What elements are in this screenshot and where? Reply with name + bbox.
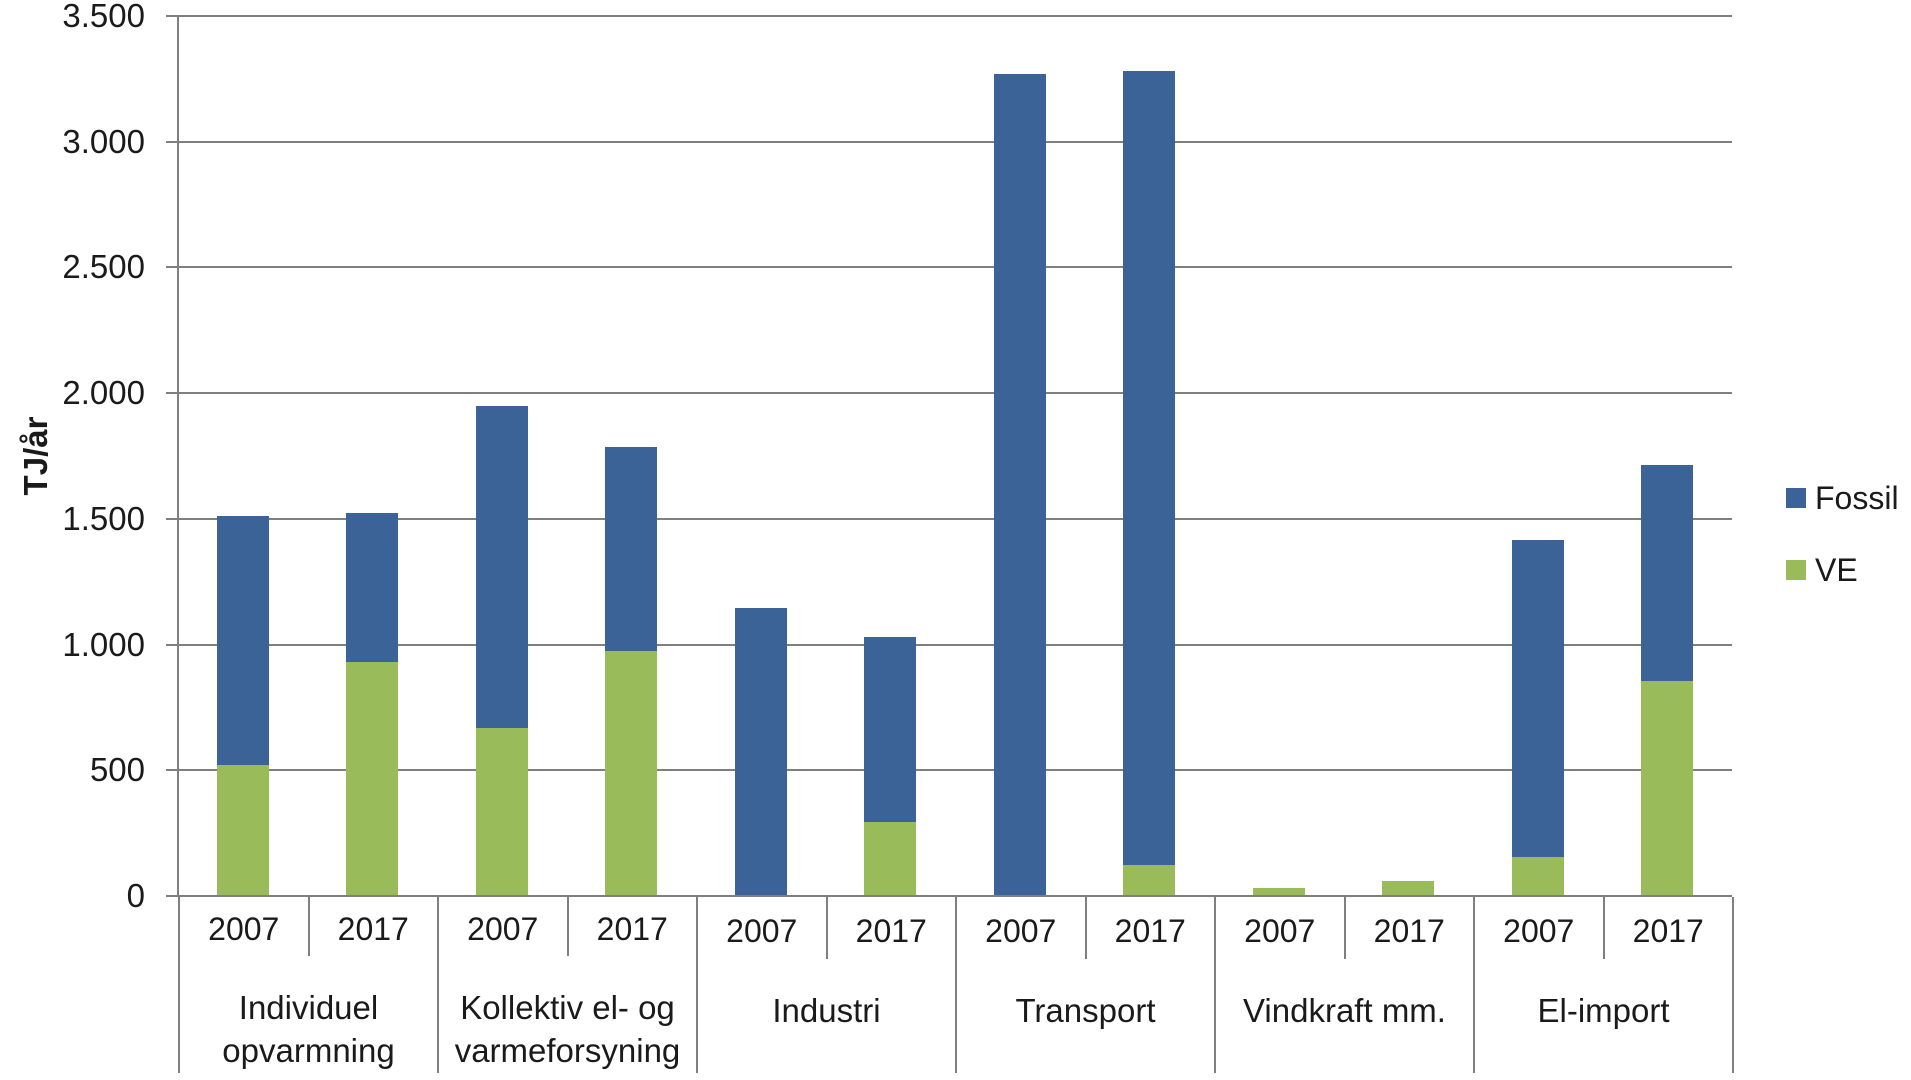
bar-segment-fossil-transport-2017 [1123, 71, 1176, 865]
category-group-el-import: 2007 2017 El-import [1475, 897, 1734, 1073]
x-year-label: 2017 [1343, 897, 1474, 959]
x-year-label: 2007 [985, 912, 1057, 949]
x-year-label: 2007 [1244, 912, 1316, 949]
x-group-label: Vindkraft mm. [1243, 992, 1446, 1029]
category-group-vindkraft-mm: 2007 2017 Vindkraft mm. [1216, 897, 1475, 1073]
bar-segment-ve-kollektiv-el-og-varmeforsyning-2017 [605, 650, 658, 896]
y-axis-tick [166, 517, 178, 520]
bar-segment-fossil-individuel-opvarmning-2007 [216, 516, 269, 766]
category-group-industri: 2007 2017 Industri [698, 897, 957, 1073]
x-group-label: Industri [772, 992, 881, 1029]
year-label-row: 2007 2017 [439, 897, 696, 956]
bar-segment-fossil-kollektiv-el-og-varmeforsyning-2017 [605, 447, 658, 651]
gridline [178, 140, 1732, 143]
x-year-label: 2007 [726, 912, 798, 949]
y-axis-tick-label: 2.500 [62, 248, 145, 286]
y-axis-tick-label: 2.000 [62, 374, 145, 412]
category-group-individuel-opvarmning: 2007 2017 Individuel opvarmning [180, 897, 439, 1073]
bar-segment-ve-vindkraft-mm-2017 [1382, 880, 1435, 896]
x-group-label: Kollektiv el- og varmeforsyning [454, 988, 681, 1070]
x-year-label: 2017 [825, 897, 956, 959]
y-axis-tick-label: 1.000 [62, 625, 145, 663]
y-axis-tick-label: 3.000 [62, 122, 145, 160]
gridline [178, 769, 1732, 772]
y-axis-tick-label: 3.500 [62, 0, 145, 34]
y-axis-tick-label: 0 [126, 877, 145, 914]
x-group-label: El-import [1537, 992, 1670, 1029]
bar-segment-ve-individuel-opvarmning-2017 [346, 662, 399, 896]
y-axis-tick [166, 643, 178, 646]
legend-swatch-ve [1786, 560, 1806, 580]
bar-segment-fossil-individuel-opvarmning-2017 [346, 512, 399, 663]
bar-segment-fossil-industri-2017 [864, 637, 917, 822]
gridline [178, 517, 1732, 520]
legend: Fossil VE [1786, 482, 1899, 586]
y-axis-tick [166, 266, 178, 269]
category-group-transport: 2007 2017 Transport [957, 897, 1216, 1073]
y-axis-tick [166, 769, 178, 772]
y-axis-tick [166, 895, 178, 897]
x-year-label: 2007 [1503, 912, 1575, 949]
bar-segment-ve-vindkraft-mm-2007 [1252, 888, 1305, 896]
bar-segment-ve-kollektiv-el-og-varmeforsyning-2007 [475, 727, 528, 896]
y-axis-tick-label: 1.500 [62, 499, 145, 537]
bar-segment-ve-el-import-2017 [1641, 681, 1694, 896]
bar-segment-fossil-industri-2007 [734, 608, 787, 896]
year-label-row: 2007 2017 [698, 897, 955, 959]
y-axis-title: TJ/år [17, 416, 54, 496]
gridline [178, 15, 1732, 17]
y-axis-tick [166, 15, 178, 17]
gridline [178, 392, 1732, 395]
x-group-label: Individuel opvarmning [222, 988, 395, 1070]
bar-segment-fossil-el-import-2017 [1641, 464, 1694, 682]
year-label-row: 2007 2017 [957, 897, 1214, 959]
legend-item-fossil: Fossil [1786, 482, 1899, 514]
legend-item-ve: VE [1786, 554, 1899, 586]
x-axis-category-labels: 2007 2017 Individuel opvarmning 2007 2017 Kol… [178, 897, 1734, 1073]
gridline [178, 643, 1732, 646]
x-year-label: 2017 [1602, 897, 1733, 959]
legend-label-ve: VE [1815, 552, 1858, 588]
bar-segment-fossil-kollektiv-el-og-varmeforsyning-2007 [475, 405, 528, 728]
bar-segment-ve-el-import-2007 [1511, 857, 1564, 896]
y-axis-line [177, 16, 179, 896]
legend-swatch-fossil [1786, 488, 1806, 508]
x-year-label: 2017 [566, 897, 697, 956]
year-label-row: 2007 2017 [1475, 897, 1732, 959]
y-axis-tick [166, 392, 178, 395]
bar-segment-ve-individuel-opvarmning-2007 [216, 765, 269, 896]
y-axis-tick [166, 140, 178, 143]
x-group-label: Transport [1015, 992, 1156, 1029]
category-group-kollektiv-el-og-varmeforsyning: 2007 2017 Kollektiv el- og varmeforsyning [439, 897, 698, 1073]
x-year-label: 2007 [467, 910, 539, 947]
bar-segment-ve-industri-2017 [864, 821, 917, 896]
bar-segment-ve-transport-2017 [1123, 864, 1176, 896]
x-year-label: 2017 [307, 897, 438, 956]
x-year-label: 2017 [1084, 897, 1215, 959]
year-label-row: 2007 2017 [180, 897, 437, 956]
year-label-row: 2007 2017 [1216, 897, 1473, 959]
bar-segment-fossil-el-import-2007 [1511, 540, 1564, 858]
x-axis-line [178, 895, 1732, 897]
legend-label-fossil: Fossil [1815, 480, 1899, 516]
gridline [178, 266, 1732, 269]
x-year-label: 2007 [208, 910, 280, 947]
bar-segment-fossil-transport-2007 [993, 73, 1046, 896]
plot-area [178, 15, 1732, 896]
y-axis-tick-label: 500 [89, 751, 145, 789]
